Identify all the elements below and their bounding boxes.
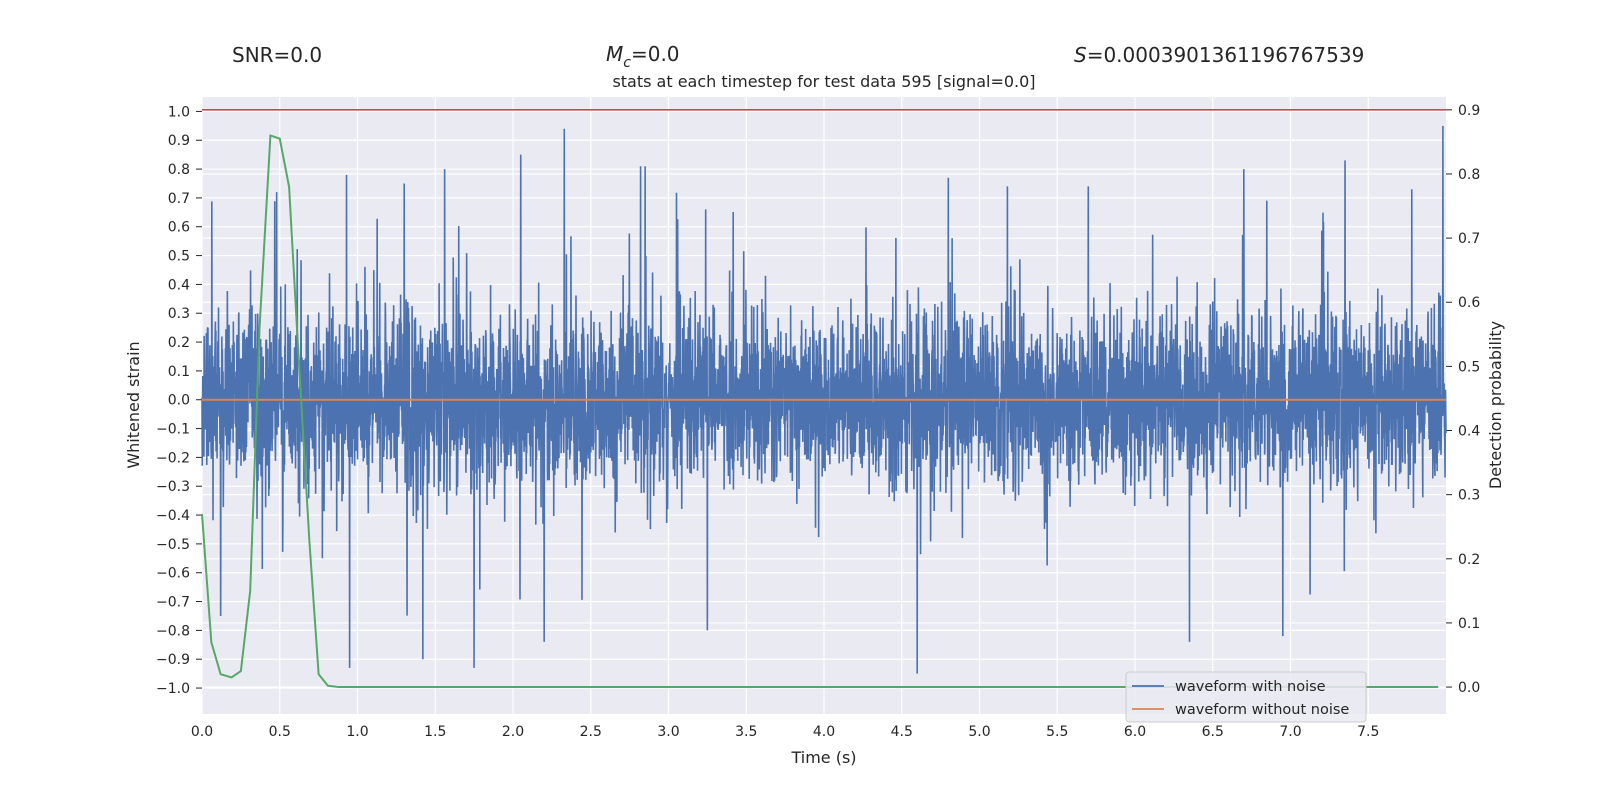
y-tick-label: 0.3 [168,306,190,322]
x-axis-ticks: 0.0 0.5 1.0 1.5 2.0 2.5 3.0 3.5 4.0 4.5 5.0 5.5 6.0 6… [191,724,1380,740]
x-tick-label: 0.0 [191,724,213,740]
y2-tick-label: 0.1 [1458,616,1480,632]
y-axis-ticks: 1.0 0.9 0.8 0.7 0.6 0.5 0.4 0.3 0.2 0.1 0.0 −0.1 −0.… [156,104,202,697]
x-tick-label: 3.5 [735,724,757,740]
y-tick-label: 0.2 [168,335,190,351]
mc-stat: Mc=0.0 [606,42,680,71]
y-tick-label: −0.4 [156,508,190,524]
s-symbol: S [1074,43,1087,67]
mc-symbol: M [606,42,623,66]
mc-subscript: c [623,55,631,71]
y2-tick-label: 0.6 [1458,295,1480,311]
y-tick-label: 0.7 [168,191,190,207]
s-stat: S=0.0003901361196767539 [1074,43,1364,67]
x-tick-label: 4.5 [891,724,913,740]
legend-label-clean: waveform without noise [1175,702,1349,718]
y-tick-label: −0.6 [156,566,190,582]
legend-label-noise: waveform with noise [1175,679,1326,695]
y-tick-label: 1.0 [168,104,190,120]
y-tick-label: −0.2 [156,450,190,466]
y-tick-label: 0.9 [168,133,190,149]
x-tick-label: 2.5 [580,724,602,740]
y2-tick-label: 0.5 [1458,359,1480,375]
x-tick-label: 1.5 [424,724,446,740]
x-tick-label: 7.0 [1279,724,1301,740]
y-tick-label: −0.8 [156,623,190,639]
series-detection-probability [201,134,1439,689]
y2-tick-label: 0.2 [1458,552,1480,568]
legend: waveform with noise waveform without noi… [1125,671,1367,723]
x-tick-label: 7.5 [1357,724,1379,740]
y2-tick-label: 0.8 [1458,167,1480,183]
snr-stat: SNR=0.0 [232,43,322,67]
y2-axis-ticks: 0.9 0.8 0.7 0.6 0.5 0.4 0.3 0.2 0.1 0.0 [1446,103,1480,696]
y-tick-label: −0.1 [156,422,190,438]
chart-title: stats at each timestep for test data 595… [612,72,1035,91]
x-tick-label: 5.0 [968,724,990,740]
x-tick-label: 3.0 [657,724,679,740]
y-tick-label: 0.5 [168,249,190,265]
y2-tick-label: 0.9 [1458,103,1480,119]
y-tick-label: 0.6 [168,220,190,236]
x-tick-label: 2.0 [502,724,524,740]
mc-value: =0.0 [631,42,680,66]
x-tick-label: 5.5 [1046,724,1068,740]
y-tick-label: −0.3 [156,479,190,495]
series-waveform-with-noise [201,125,1447,674]
s-value: =0.0003901361196767539 [1087,43,1365,67]
x-tick-label: 0.5 [269,724,291,740]
y2-tick-label: 0.7 [1458,231,1480,247]
y2-axis-label: Detection probability [1486,321,1505,489]
y-tick-label: 0.1 [168,364,190,380]
y-tick-label: 0.4 [168,277,190,293]
y-tick-label: 0.0 [168,393,190,409]
y-tick-label: −1.0 [156,681,190,697]
x-tick-label: 1.0 [346,724,368,740]
y-tick-label: −0.5 [156,537,190,553]
y-tick-label: −0.7 [156,595,190,611]
y-tick-label: 0.8 [168,162,190,178]
y2-tick-label: 0.0 [1458,680,1480,696]
x-tick-label: 6.5 [1202,724,1224,740]
y-axis-label: Whitened strain [124,341,143,468]
legend-box [1125,671,1367,723]
y2-tick-label: 0.4 [1458,424,1480,440]
x-tick-label: 6.0 [1124,724,1146,740]
y2-tick-label: 0.3 [1458,488,1480,504]
x-axis-label: Time (s) [790,748,856,767]
x-tick-label: 4.0 [813,724,835,740]
y-tick-label: −0.9 [156,652,190,668]
